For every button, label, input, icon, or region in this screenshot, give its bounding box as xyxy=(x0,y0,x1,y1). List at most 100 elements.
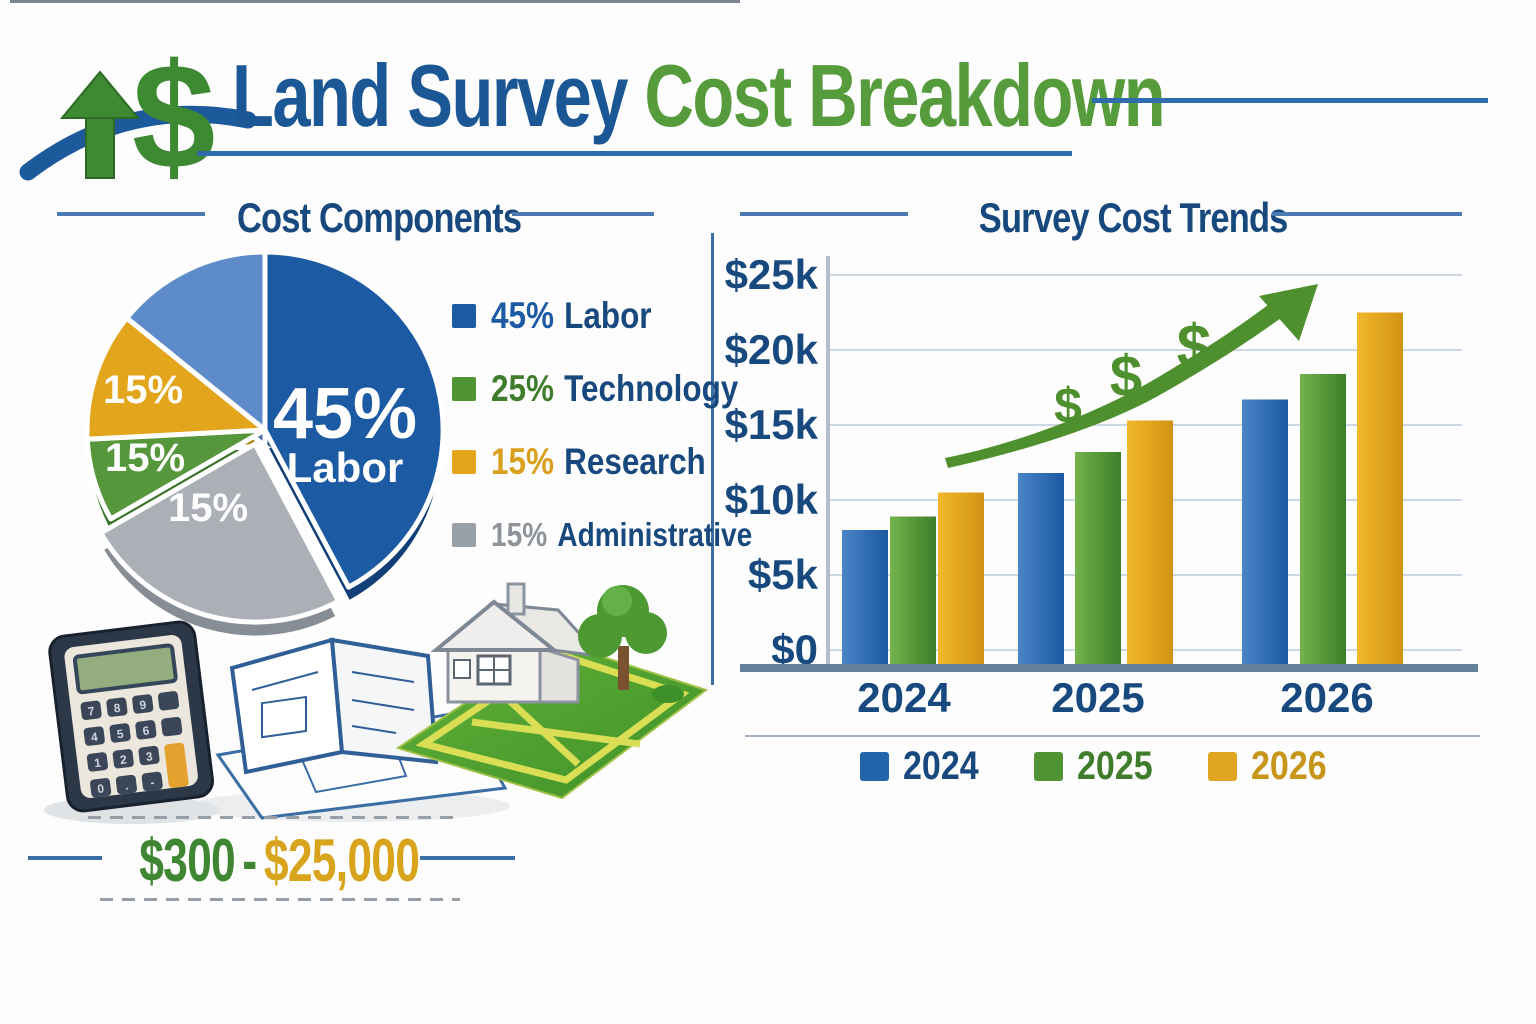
y-tick-label: $25k xyxy=(725,251,819,298)
calculator-key xyxy=(135,720,157,740)
bar-legend: 2024 2025 2026 xyxy=(720,743,1480,789)
pie-legend-item: 15% Administrative xyxy=(452,516,752,553)
bar-legend-item: 2025 xyxy=(1034,744,1166,789)
bush-icon xyxy=(652,685,684,703)
legend-swatch-icon xyxy=(1207,751,1237,781)
calculator-key-glyph: 9 xyxy=(139,698,148,713)
x-tick-label: 2024 xyxy=(857,674,951,721)
top-edge-line xyxy=(10,0,740,3)
legend-swatch-icon xyxy=(1034,751,1063,781)
bar-2026-2026 xyxy=(1357,312,1403,668)
bar-chart xyxy=(842,312,1403,668)
dollar-marks: $ $ $ xyxy=(1054,313,1211,434)
calculator-icon: 7 8 9 4 5 6 1 2 3 0. - xyxy=(48,620,215,813)
tree-icon xyxy=(578,585,684,703)
price-high: $25,000 xyxy=(263,827,420,894)
logo: $ xyxy=(19,32,257,200)
pie-label-name: Labor xyxy=(287,444,404,491)
pie-slice-administrative xyxy=(98,441,342,625)
page-title-part1: Land Survey xyxy=(232,46,628,145)
pie-legend-pct: 25% xyxy=(491,368,554,409)
pie-chart-labels: 45%Labor 15% 15% 15% xyxy=(103,368,417,530)
pie-legend-name: Research xyxy=(564,441,706,482)
price-range: $300- $25,000 xyxy=(139,826,420,896)
pie-legend-pct: 15% xyxy=(491,516,548,553)
bar-legend-year: 2025 xyxy=(1077,743,1153,788)
bar-2026-2024 xyxy=(1242,399,1288,668)
y-tick-label: $20k xyxy=(725,326,819,373)
calculator-key xyxy=(109,723,131,743)
pie-label-pct: 15% xyxy=(103,368,183,412)
bar-2024-2025 xyxy=(890,516,936,668)
calculator-key-glyph: 2 xyxy=(119,752,128,767)
calculator-key xyxy=(112,749,134,769)
pie-legend-label: 25% Technology xyxy=(491,368,738,410)
pie-section-title: Cost Components xyxy=(237,194,522,241)
y-tick-label: $5k xyxy=(748,551,819,598)
calculator-key-glyph: 7 xyxy=(87,704,96,719)
calculator-key-glyph: 5 xyxy=(116,727,125,742)
calculator-key-glyph: 1 xyxy=(93,756,102,771)
bar-2025-2024 xyxy=(1018,473,1064,668)
price-right-line xyxy=(420,856,515,860)
bar-section-title: Survey Cost Trends xyxy=(978,194,1289,241)
pie-slice-technology-light xyxy=(124,249,268,433)
calculator-key xyxy=(132,694,154,714)
pie-legend-label: 45% Labor xyxy=(491,295,652,337)
calculator-key xyxy=(90,778,112,798)
bar-legend-divider xyxy=(745,735,1480,737)
pie-legend-item: 45% Labor xyxy=(452,295,712,336)
calculator-key-glyph: 0 xyxy=(97,781,106,796)
calculator-key-glyph: - xyxy=(150,775,156,789)
calculator-key-glyph: 4 xyxy=(90,730,99,745)
bar-title-left-line xyxy=(740,212,908,216)
pie-legend: 45% Labor 25% Technology 15% Research 15% Admin… xyxy=(452,295,752,591)
x-tick-label: 2026 xyxy=(1280,674,1373,721)
calculator-key xyxy=(157,691,180,711)
pie-legend-item: 15% Research xyxy=(452,441,712,482)
bar-2025-2026 xyxy=(1127,420,1173,668)
x-tick-label: 2025 xyxy=(1051,674,1144,721)
y-axis-line xyxy=(826,256,830,666)
calculator-plus-key xyxy=(164,742,189,788)
pie-title-left-line xyxy=(57,212,205,216)
dollar-icon: $ xyxy=(1177,313,1211,382)
pie-slice-labor xyxy=(262,249,446,590)
pie-legend-label: 15% Administrative xyxy=(491,516,752,554)
calculator-key xyxy=(80,700,102,721)
price-dashed-line-top xyxy=(88,816,460,819)
legend-swatch-icon xyxy=(452,377,476,401)
calculator-key-glyph: 6 xyxy=(142,723,151,738)
bar-legend-year: 2024 xyxy=(903,743,979,788)
bar-legend-item: 2026 xyxy=(1207,744,1340,789)
pie-slice-research xyxy=(84,315,268,442)
calculator-key xyxy=(141,771,163,792)
arrow-up-icon xyxy=(59,70,141,179)
pie-label-pct: 15% xyxy=(105,436,185,480)
dollar-icon: $ xyxy=(1110,344,1142,409)
bar-2026-2025 xyxy=(1300,374,1346,668)
pie-legend-name: Technology xyxy=(564,368,739,409)
y-tick-label: $10k xyxy=(725,476,819,523)
vertical-divider xyxy=(711,233,714,685)
calculator-key-glyph: 8 xyxy=(113,701,122,716)
page-title-part2: Cost Breakdown xyxy=(644,46,1165,145)
pie-legend-label: 15% Research xyxy=(491,441,706,483)
dollar-sign-icon: $ xyxy=(132,32,215,200)
bar-chart-x-axis: 2024 2025 2026 xyxy=(740,664,1478,721)
calculator-key xyxy=(115,774,137,795)
calculator-key xyxy=(106,697,128,717)
gridline xyxy=(830,274,1462,276)
house-icon xyxy=(430,582,604,704)
y-tick-label: $15k xyxy=(725,401,819,448)
growth-arrow-icon xyxy=(945,284,1318,468)
illustrations: 7 8 9 4 5 6 1 2 3 0. - xyxy=(44,582,709,824)
bar-2024-2024 xyxy=(842,530,888,668)
pie-legend-pct: 45% xyxy=(491,295,554,336)
page-title: Land Survey Cost Breakdown xyxy=(232,46,1166,145)
dollar-icon: $ xyxy=(1054,378,1082,434)
calculator-key xyxy=(138,745,160,766)
legend-swatch-icon xyxy=(452,304,476,328)
